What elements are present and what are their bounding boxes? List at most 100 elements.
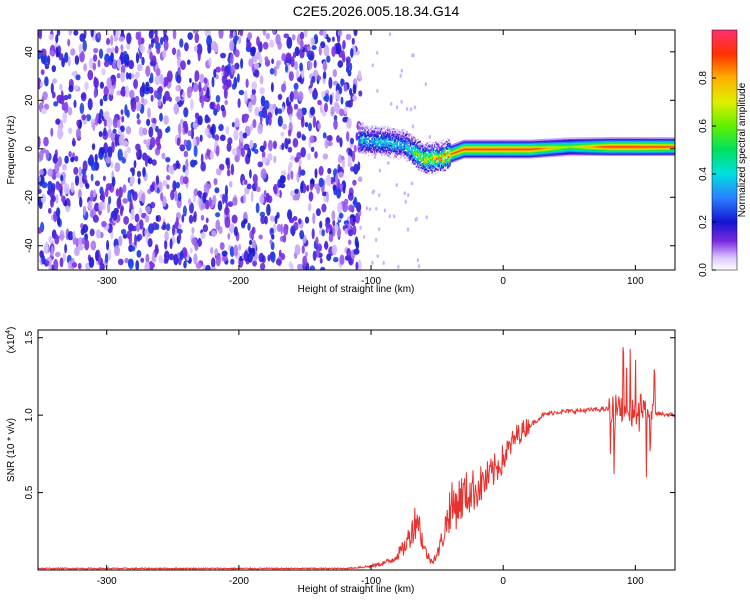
spectrogram-noise-cell xyxy=(340,96,344,105)
spectrogram-noise-cell xyxy=(84,239,90,251)
spectrogram-band-cell xyxy=(498,149,501,152)
spectrogram-band-cell xyxy=(396,150,399,153)
spectrogram-band-cell xyxy=(571,145,574,148)
spectrogram-band-cell xyxy=(490,142,492,144)
spectrogram-noise-cell xyxy=(178,232,182,241)
spectrogram-noise-cell xyxy=(172,30,177,40)
spectrogram-noise-cell xyxy=(68,127,73,134)
spectrogram-band-cell xyxy=(576,139,579,142)
spectrogram-band-cell xyxy=(514,155,516,158)
spectrogram-noise-cell xyxy=(332,225,336,237)
spectrogram-band-cell xyxy=(420,163,423,165)
spectrogram-band-cell xyxy=(389,137,391,139)
spectrogram-band-cell xyxy=(556,140,558,143)
spectrogram-band-cell xyxy=(531,146,533,149)
spectrogram-band-cell xyxy=(492,151,495,154)
spectrogram-noise-cell xyxy=(234,62,240,70)
spectrogram-band-cell xyxy=(429,155,431,158)
spectrogram-band-cell xyxy=(495,147,497,149)
spectrogram-band-cell xyxy=(540,142,543,145)
spectrogram-band-cell xyxy=(454,151,456,154)
spectrogram-noise-cell xyxy=(120,109,124,115)
spectrogram-band-cell xyxy=(553,141,556,144)
spectrogram-band-cell xyxy=(510,145,513,148)
spectrogram-band-cell xyxy=(399,132,401,135)
spectrogram-band-cell xyxy=(454,160,456,162)
spectrogram-noise-cell xyxy=(225,157,229,166)
spectrogram-band-cell xyxy=(502,143,504,146)
spectrogram-band-cell xyxy=(436,145,438,147)
spectrogram-band-cell xyxy=(558,145,561,147)
spectrogram-band-cell xyxy=(493,155,496,158)
spectrogram-noise-cell xyxy=(156,187,160,194)
spectrogram-band-cell xyxy=(532,156,534,159)
spectrogram-band-cell xyxy=(358,123,360,126)
spectrogram-band-cell xyxy=(448,152,450,155)
spectrogram-noise-cell xyxy=(273,183,278,195)
spectrogram-band-cell xyxy=(463,142,466,144)
spectrogram-band-cell xyxy=(370,151,372,154)
spectrogram-band-cell xyxy=(417,162,419,164)
spectrogram-band-cell xyxy=(385,129,388,132)
spectrogram-band-cell xyxy=(419,145,421,148)
spectrogram-noise-cell xyxy=(133,78,138,90)
spectrogram-noise-cell xyxy=(343,83,348,92)
spectrogram-noise-cell xyxy=(325,191,329,203)
spectrogram-band-cell xyxy=(460,147,462,149)
spectrogram-band-cell xyxy=(391,136,394,139)
spectrogram-noise-cell xyxy=(281,170,287,176)
spectrogram-band-cell xyxy=(540,148,543,151)
spectrogram-noise-cell xyxy=(254,62,260,70)
spectrogram-band-cell xyxy=(359,145,361,148)
spectrogram-band-cell xyxy=(390,137,393,140)
spectrogram-band-cell xyxy=(471,144,473,147)
spectrogram-band-cell xyxy=(553,145,556,148)
spectrogram-band-cell xyxy=(400,150,402,153)
spectrogram-band-cell xyxy=(483,150,485,153)
spectrogram-band-cell xyxy=(424,154,426,157)
spectrogram-band-cell xyxy=(574,147,576,149)
spectrogram-band-cell xyxy=(456,158,459,160)
spectrogram-band-cell xyxy=(430,163,432,166)
spectrogram-noise-cell xyxy=(192,137,197,149)
spectrogram-band-cell xyxy=(543,153,545,156)
spectrogram-band-cell xyxy=(379,130,382,133)
spectrogram-band-cell xyxy=(549,139,551,142)
spectrogram-band-cell xyxy=(450,146,453,149)
spectrogram-band-cell xyxy=(533,140,535,143)
spectrogram-band-cell xyxy=(531,151,533,154)
spectrogram-band-cell xyxy=(451,147,454,150)
spectrogram-noise-cell xyxy=(316,184,321,195)
spectrogram-band-cell xyxy=(569,140,571,143)
spectrogram-band-cell xyxy=(489,150,491,153)
spectrogram-band-cell xyxy=(552,140,555,143)
spectrogram-band-cell xyxy=(529,148,532,150)
spectrogram-noise-cell xyxy=(106,47,112,54)
spectrogram-band-cell xyxy=(570,142,573,144)
spectrogram-noise-cell xyxy=(289,113,293,123)
spectrogram-band-cell xyxy=(492,155,495,158)
spectrogram-band-cell xyxy=(399,145,401,147)
spectrogram-noise-cell xyxy=(78,43,83,54)
spectrogram-band-cell xyxy=(471,145,473,148)
spectrogram-band-cell xyxy=(376,151,378,154)
spectrogram-noise-cell xyxy=(259,195,265,204)
spectrogram-noise-cell xyxy=(173,103,180,115)
spectrogram-noise-cell xyxy=(95,250,99,262)
spectrogram-band-cell xyxy=(472,156,474,159)
spectrogram-band-cell xyxy=(439,156,442,159)
spectrogram-band-cell xyxy=(535,143,538,145)
spectrogram-noise-cell xyxy=(134,95,140,103)
spectrogram-band-cell xyxy=(514,143,516,146)
spectrogram-band-cell xyxy=(388,149,390,151)
spectrogram-noise-cell xyxy=(140,257,145,263)
spectrogram-band-cell xyxy=(501,143,503,146)
spectrogram-band-cell xyxy=(411,143,413,145)
spectrogram-band-cell xyxy=(585,145,587,148)
spectrogram-band-cell xyxy=(571,140,574,143)
spectrogram-band-cell xyxy=(507,140,509,143)
spectrogram-band-cell xyxy=(509,140,511,143)
spectrogram-noise-cell xyxy=(314,168,318,179)
spectrogram-band-cell xyxy=(515,147,517,149)
spectrogram-noise-cell xyxy=(145,65,151,77)
